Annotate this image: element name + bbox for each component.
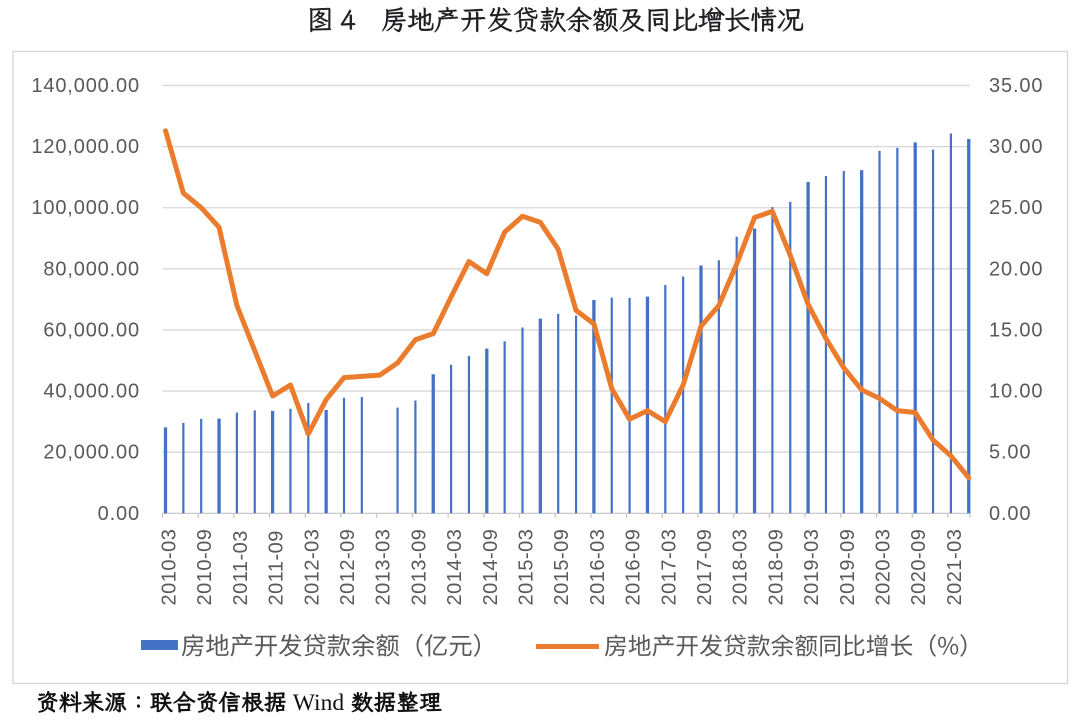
svg-text:2015-09: 2015-09: [551, 529, 573, 606]
svg-text:2014-09: 2014-09: [480, 529, 502, 606]
svg-text:30.00: 30.00: [989, 136, 1043, 158]
svg-text:20.00: 20.00: [989, 258, 1043, 280]
svg-text:Wind: Wind: [293, 690, 345, 716]
svg-text:60,000.00: 60,000.00: [43, 320, 140, 342]
svg-text:2012-09: 2012-09: [337, 529, 359, 606]
svg-text:2011-09: 2011-09: [266, 530, 288, 605]
svg-text:20,000.00: 20,000.00: [43, 442, 140, 464]
svg-text:100,000.00: 100,000.00: [31, 197, 140, 219]
svg-text:2013-03: 2013-03: [373, 529, 395, 606]
svg-text:35.00: 35.00: [989, 75, 1043, 97]
svg-text:2021-03: 2021-03: [944, 529, 966, 606]
svg-text:80,000.00: 80,000.00: [43, 258, 140, 280]
svg-text:25.00: 25.00: [989, 197, 1043, 219]
svg-text:2017-09: 2017-09: [694, 529, 716, 606]
svg-text:2011-03: 2011-03: [230, 530, 252, 605]
svg-text:0.00: 0.00: [989, 503, 1031, 525]
svg-text:2016-09: 2016-09: [623, 529, 645, 606]
svg-text:0.00: 0.00: [98, 503, 140, 525]
svg-text:2018-03: 2018-03: [730, 529, 752, 606]
svg-text:2010-03: 2010-03: [159, 529, 181, 606]
svg-text:2020-09: 2020-09: [908, 529, 930, 606]
svg-text:2019-03: 2019-03: [801, 529, 823, 606]
svg-text:2012-03: 2012-03: [301, 529, 323, 606]
svg-text:2015-03: 2015-03: [516, 529, 538, 606]
svg-text:2018-09: 2018-09: [765, 529, 787, 606]
svg-text:2013-09: 2013-09: [408, 529, 430, 606]
svg-text:15.00: 15.00: [989, 320, 1043, 342]
svg-text:5.00: 5.00: [989, 442, 1031, 464]
svg-text:40,000.00: 40,000.00: [43, 381, 140, 403]
svg-text:2016-03: 2016-03: [587, 529, 609, 606]
svg-text:140,000.00: 140,000.00: [31, 75, 140, 97]
svg-text:2019-09: 2019-09: [837, 529, 859, 606]
svg-text:120,000.00: 120,000.00: [31, 136, 140, 158]
svg-text:10.00: 10.00: [989, 381, 1043, 403]
svg-text:2010-09: 2010-09: [194, 529, 216, 606]
svg-text:2014-03: 2014-03: [444, 529, 466, 606]
svg-text:2020-03: 2020-03: [873, 529, 895, 606]
svg-text:2017-03: 2017-03: [658, 529, 680, 606]
